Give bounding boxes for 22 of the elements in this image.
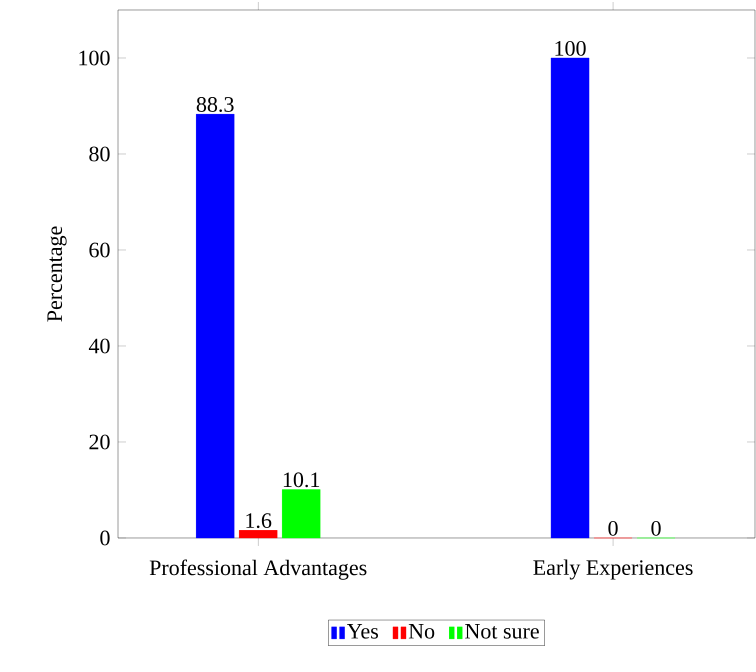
legend-label: Yes [347,624,378,639]
data-label: 100 [555,40,586,56]
bar [238,530,278,538]
bar [196,114,234,538]
x-tick-label: Early Experiences [533,560,693,580]
bar [282,489,320,538]
y-tick-label: 20 [89,434,110,450]
y-tick-label: 0 [100,530,110,546]
data-label: 0 [608,520,618,536]
y-tick-label: 100 [79,50,110,66]
data-label: 88.3 [196,97,234,112]
data-label: 1.6 [246,513,272,528]
y-axis-title: Percentage [47,226,67,322]
legend-label: Not sure [465,624,539,639]
data-label: 0 [651,520,661,536]
y-tick-label: 60 [89,242,110,258]
legend-label: No [408,624,434,639]
bar [550,58,590,538]
y-tick-label: 40 [88,338,110,354]
data-label: 10.1 [284,472,320,488]
y-tick-label: 80 [89,146,110,162]
x-tick-label: Professional Advantages [150,560,366,580]
